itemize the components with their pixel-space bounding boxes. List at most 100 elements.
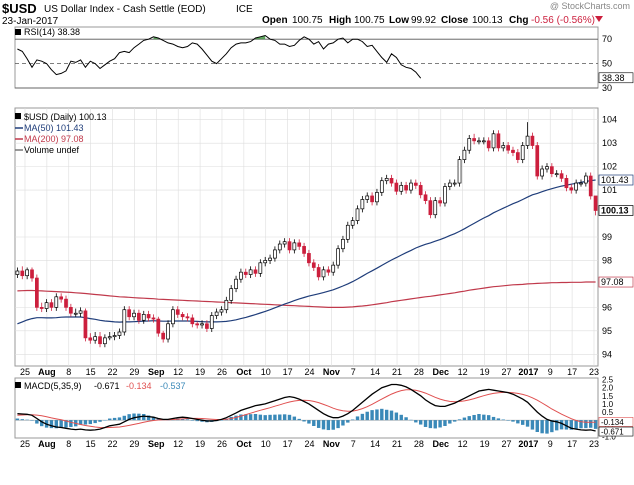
- macd-histogram-bar: [282, 414, 287, 421]
- candle: [219, 306, 224, 316]
- candle-body: [292, 242, 297, 251]
- candle: [30, 267, 34, 282]
- candle: [146, 310, 151, 322]
- candle-body: [418, 185, 423, 196]
- x-axis-price-tick-label: 27: [501, 367, 511, 377]
- candle-body: [583, 175, 588, 184]
- candle-body: [491, 133, 496, 149]
- rsi-tick-label: 50: [602, 59, 612, 69]
- quote-chg-value: -0.56 (-0.56%): [531, 15, 595, 26]
- candle: [117, 328, 122, 340]
- candle: [307, 249, 311, 267]
- x-axis-price-tick-label: 26: [217, 367, 227, 377]
- candle-body: [307, 253, 311, 264]
- x-axis-price-tick-label: Sep: [148, 367, 165, 377]
- macd-tick-label: 2.0: [602, 384, 614, 393]
- x-axis-macd-tick-label: 28: [414, 439, 424, 449]
- macd-histogram-bar: [486, 415, 491, 421]
- price-tick-label: 95: [602, 326, 612, 336]
- candle-body: [98, 336, 102, 345]
- macd-panel: 2.52.01.51.00.50.0-0.5-1.0-0.134-0.671: [14, 376, 634, 441]
- candle-body: [574, 182, 578, 191]
- candle: [224, 296, 229, 314]
- x-axis-macd: 25 Aug 8 15 22 29 Sep 12 19 26 Oct 10 17 24 Nov 7 14 21 28…: [20, 439, 599, 449]
- candle-body: [559, 173, 564, 179]
- candle: [481, 137, 486, 145]
- candle: [273, 246, 277, 262]
- x-axis-macd-tick-label: 29: [129, 439, 139, 449]
- candle: [506, 142, 510, 154]
- macd-histogram-bar: [112, 417, 117, 421]
- candle: [583, 172, 588, 187]
- rsi-legend: RSI(14) 38.38: [24, 27, 80, 37]
- ma50-line: [17, 179, 596, 325]
- macd-histogram-bar: [555, 420, 559, 431]
- ma50-legend: MA(50) 101.43: [24, 123, 84, 133]
- candle: [423, 191, 428, 205]
- candle-body: [579, 182, 583, 185]
- candle-body: [93, 336, 98, 341]
- candle: [214, 308, 219, 320]
- macd-histogram-bar: [589, 420, 593, 428]
- candle-body: [345, 224, 350, 240]
- price-tick-label: 104: [602, 115, 617, 125]
- signal-last-value: -0.134: [601, 418, 624, 427]
- macd-legend-hist: -0.537: [160, 381, 186, 391]
- macd-histogram-bar: [559, 420, 564, 430]
- candle: [588, 172, 593, 200]
- candle-body: [525, 135, 530, 146]
- macd-histogram-bar: [30, 420, 34, 421]
- candle: [78, 307, 83, 317]
- candle: [360, 195, 365, 213]
- macd-histogram-bar: [331, 420, 335, 430]
- x-axis-price-tick-label: 7: [351, 367, 356, 377]
- macd-histogram-bar: [35, 420, 39, 424]
- x-axis-price-tick-label: Dec: [433, 367, 450, 377]
- candle-body: [447, 182, 452, 187]
- macd-histogram-bar: [307, 420, 311, 424]
- candle-body: [593, 195, 598, 211]
- candle-body: [452, 182, 457, 185]
- candle-body: [146, 314, 151, 319]
- quote-open-label: Open: [262, 15, 288, 26]
- candle: [409, 179, 413, 194]
- candle-body: [540, 168, 544, 177]
- macd-histogram-bar: [195, 420, 199, 422]
- candle: [379, 177, 384, 196]
- macd-histogram-bar: [525, 420, 530, 427]
- macd-legend-label: MACD(5,35,9): [24, 381, 82, 391]
- macd-histogram-bar: [404, 417, 408, 421]
- candle-body: [64, 298, 68, 308]
- candle-body: [277, 243, 282, 251]
- candle: [175, 306, 180, 318]
- candle-body: [530, 135, 535, 146]
- rsi-tick-label: 70: [602, 34, 612, 44]
- candle: [166, 320, 170, 343]
- candle-body: [234, 278, 238, 289]
- macd-histogram-bar: [117, 417, 122, 421]
- macd-histogram-bar: [248, 414, 253, 421]
- candle-body: [365, 195, 370, 200]
- candle-body: [258, 262, 263, 274]
- candle-body: [156, 318, 161, 334]
- macd-frame: [14, 377, 599, 439]
- candle: [370, 192, 374, 206]
- candle-body: [263, 260, 268, 264]
- x-axis-macd-tick-label: 8: [66, 439, 71, 449]
- macd-histogram-bar: [579, 420, 583, 429]
- candle-body: [428, 200, 433, 216]
- x-axis-macd-tick-label: 22: [108, 439, 118, 449]
- macd-histogram-bar: [40, 420, 44, 427]
- macd-histogram-bar: [457, 419, 462, 421]
- macd-histogram-bar: [185, 419, 190, 421]
- x-axis-macd-tick-label: 19: [195, 439, 205, 449]
- macd-histogram-bar: [380, 408, 384, 421]
- macd-tick-label: 1.5: [602, 392, 614, 401]
- macd-histogram-bar: [336, 420, 340, 429]
- rsi-legend-swatch: [15, 29, 21, 35]
- price-legend-swatch: [15, 113, 21, 119]
- x-axis-price-tick-label: 14: [370, 367, 380, 377]
- macd-histogram-bar: [545, 420, 549, 434]
- macd-histogram-bar: [341, 420, 345, 426]
- candle-body: [472, 138, 476, 142]
